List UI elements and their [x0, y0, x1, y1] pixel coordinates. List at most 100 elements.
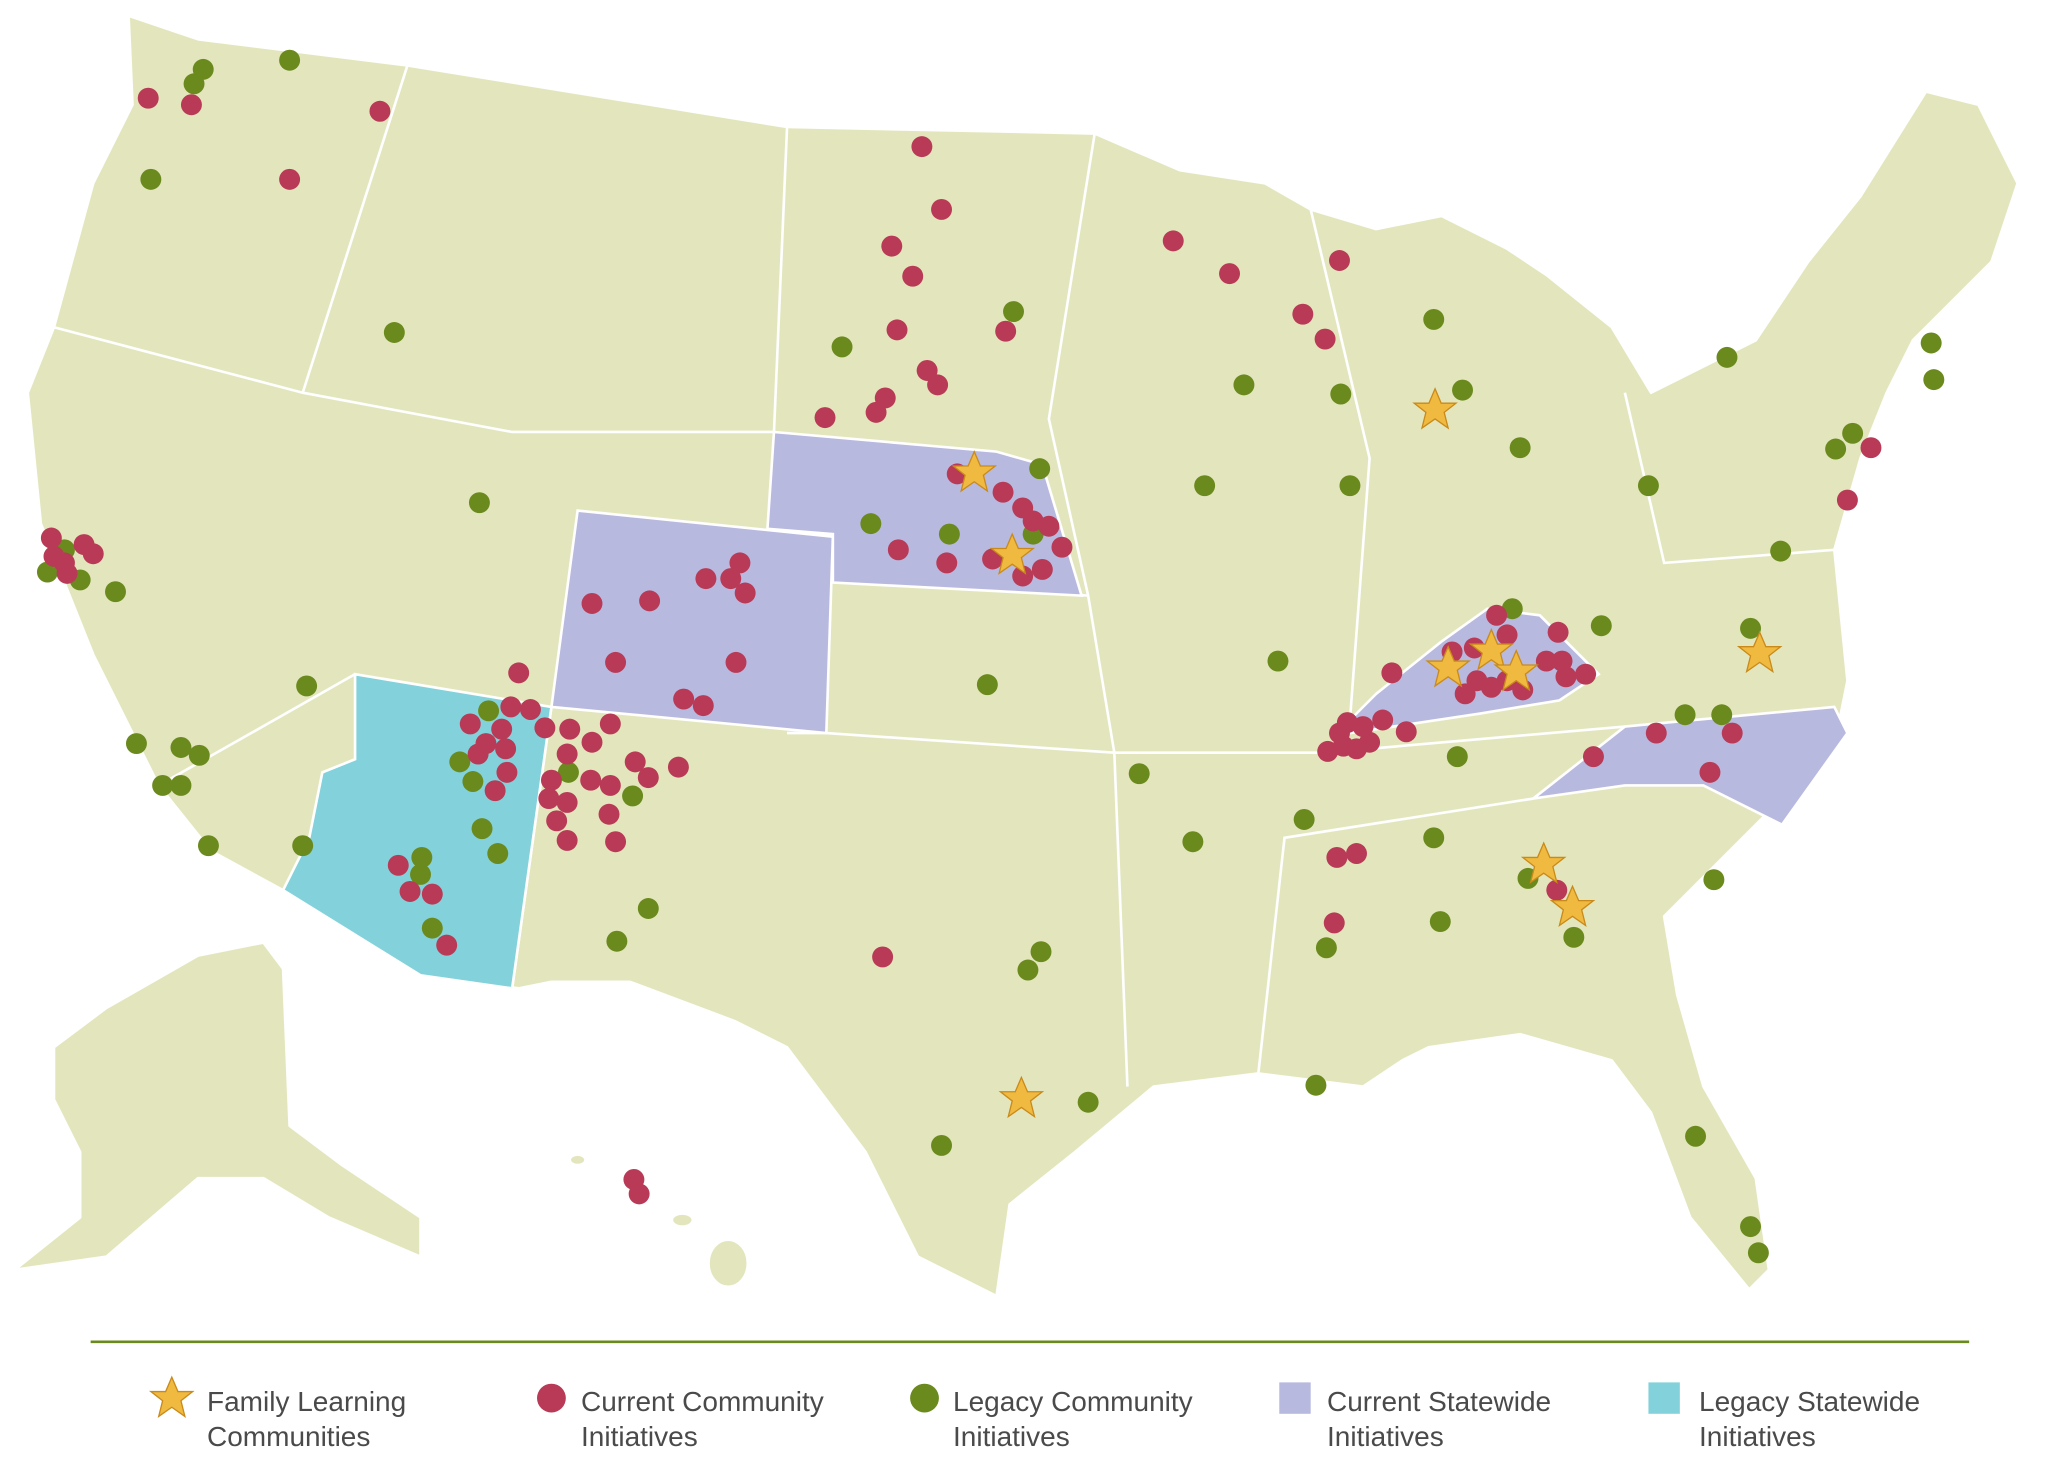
- hawaii: [707, 1238, 750, 1289]
- legacy-community-dot: [860, 513, 882, 535]
- current-community-dot: [1051, 536, 1073, 558]
- legacy-community-dot: [1339, 475, 1361, 497]
- current-community-dot: [1486, 604, 1508, 626]
- legacy-community-dot: [1233, 374, 1255, 396]
- current-community-dot: [1463, 637, 1485, 659]
- current-community-dot: [598, 803, 620, 825]
- current-community-dot: [605, 831, 627, 853]
- legacy-community-dot: [188, 744, 210, 766]
- current-community-dot: [992, 481, 1014, 503]
- current-community-dot: [1317, 740, 1339, 762]
- legacy-community-dot: [36, 561, 58, 583]
- family-learning-star: [1549, 884, 1596, 928]
- legacy-community-dot: [1305, 1074, 1327, 1096]
- current-community-dot: [137, 87, 159, 109]
- current-community-dot: [639, 590, 661, 612]
- current-community-dot: [814, 407, 836, 429]
- legacy-community-dot: [1030, 941, 1052, 963]
- legacy-community-dot: [1017, 959, 1039, 981]
- legend-label: Legacy Statewide Initiatives: [1699, 1386, 1921, 1452]
- current-community-dot: [1352, 716, 1374, 738]
- legacy-community-dot: [1029, 458, 1051, 480]
- legacy-community-dot: [1330, 383, 1352, 405]
- legacy-community-dot: [1685, 1125, 1707, 1147]
- legacy-community-dot: [1423, 308, 1445, 330]
- current-community-dot: [872, 946, 894, 968]
- legacy-community-dot: [478, 700, 500, 722]
- legacy-community-dot: [931, 1134, 953, 1156]
- current-community-dot: [1031, 558, 1053, 580]
- legacy-community-dot: [410, 863, 431, 885]
- current-community-dot: [1381, 662, 1403, 684]
- legend-teal-swatch: [1648, 1382, 1680, 1414]
- legacy-community-dot: [1501, 598, 1523, 620]
- family-learning-star: [951, 449, 998, 493]
- current-community-dot: [421, 883, 443, 905]
- legacy-community-dot: [1446, 746, 1468, 768]
- current-community-dot: [1314, 328, 1336, 350]
- current-community-dot: [546, 810, 568, 832]
- current-community-dot: [1038, 515, 1060, 537]
- current-community-dot: [692, 695, 714, 717]
- legacy-community-dot: [1923, 369, 1945, 391]
- legend-label: Current Community Initiatives: [581, 1386, 824, 1452]
- current-community-dot: [580, 769, 602, 791]
- legacy-community-dot: [1194, 475, 1216, 497]
- legacy-community-dot: [152, 774, 174, 796]
- alaska: [13, 941, 422, 1272]
- current-community-dot: [1836, 489, 1858, 511]
- legend-green-dot: [910, 1383, 939, 1413]
- current-community-dot: [673, 688, 695, 710]
- legacy-community-dot: [296, 675, 318, 697]
- current-community-dot: [467, 743, 489, 765]
- legacy-community-dot: [421, 917, 443, 939]
- current-community-dot: [82, 543, 104, 565]
- legacy-community-dot: [1293, 809, 1315, 830]
- legacy-community-dot: [183, 73, 205, 95]
- current-community-dot: [1721, 722, 1743, 744]
- legacy-community-dot: [1825, 438, 1847, 460]
- legend-star: [148, 1375, 195, 1418]
- legacy-community-dot: [1563, 926, 1585, 948]
- hawaii: [568, 1153, 587, 1167]
- current-community-dot: [56, 562, 78, 584]
- current-community-dot: [556, 743, 578, 765]
- current-community-dot: [495, 738, 517, 760]
- legacy-community-dot: [487, 843, 509, 864]
- current-community-dot: [1395, 721, 1417, 743]
- legacy-community-dot: [1703, 869, 1725, 891]
- current-community-dot: [865, 401, 887, 423]
- current-community-dot: [1860, 437, 1882, 459]
- current-community-dot: [887, 539, 909, 561]
- legacy-community-dot: [1747, 1242, 1769, 1264]
- current-community-dot: [1699, 761, 1721, 783]
- legacy-community-dot: [279, 49, 301, 71]
- current-community-dot: [436, 934, 458, 956]
- current-community-dot: [520, 699, 541, 720]
- current-community-dot: [1645, 722, 1667, 744]
- current-community-dot: [399, 881, 421, 902]
- family-learning-star: [1493, 648, 1540, 692]
- current-community-dot: [624, 751, 646, 773]
- legacy-community-dot: [1182, 831, 1204, 853]
- legacy-community-dot: [831, 336, 853, 358]
- legacy-community-dot: [1509, 437, 1531, 459]
- legend-label: Legacy Community Initiatives: [953, 1386, 1193, 1452]
- current-community-dot: [581, 593, 603, 614]
- family-learning-star: [998, 1075, 1045, 1119]
- family-learning-star: [989, 532, 1036, 575]
- legacy-community-dot: [1452, 379, 1474, 401]
- legacy-community-dot: [105, 581, 126, 603]
- current-community-dot: [1346, 843, 1367, 864]
- family-learning-star: [1468, 627, 1515, 671]
- current-community-dot: [40, 527, 62, 549]
- legend-purple-swatch: [1279, 1382, 1311, 1414]
- current-community-dot: [500, 696, 522, 718]
- current-community-dot: [637, 767, 659, 789]
- legacy-community-dot: [622, 785, 644, 807]
- legacy-community-dot: [411, 846, 433, 868]
- current-community-dot: [995, 320, 1017, 342]
- legacy-community-dot: [1128, 763, 1150, 785]
- markers: [36, 49, 1945, 1264]
